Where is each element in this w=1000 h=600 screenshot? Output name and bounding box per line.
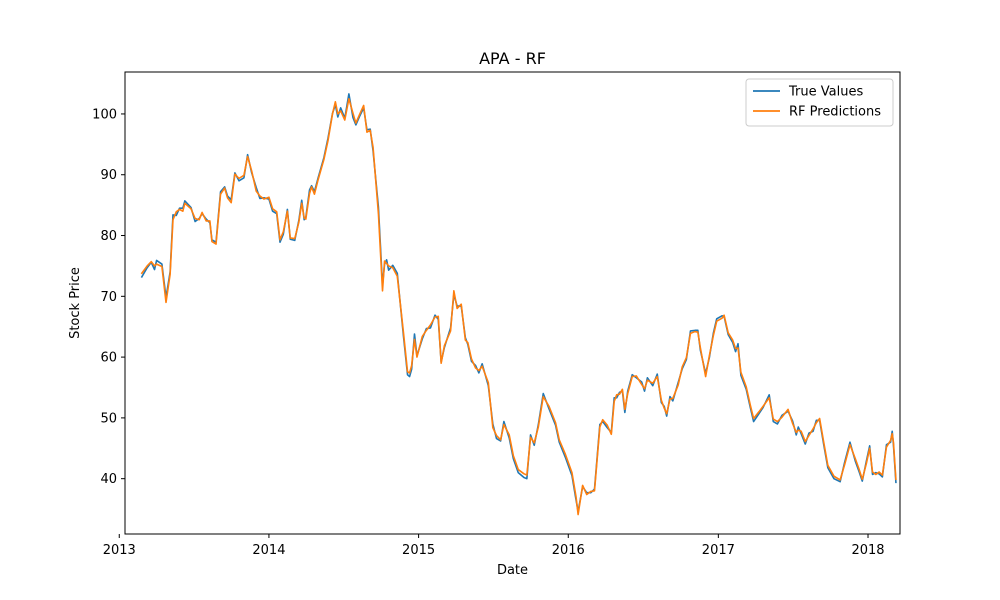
x-axis-label: Date xyxy=(497,563,528,578)
series-line-rf-predictions xyxy=(140,97,897,516)
y-tick-label: 100 xyxy=(92,107,117,122)
y-tick-label: 90 xyxy=(100,168,117,183)
y-tick-label: 80 xyxy=(100,229,117,244)
y-tick-label: 60 xyxy=(100,351,117,366)
x-tick-label: 2013 xyxy=(103,543,136,558)
y-tick-label: 50 xyxy=(100,411,117,426)
legend: True Values RF Predictions xyxy=(745,78,894,127)
axes-frame xyxy=(124,71,901,535)
x-tick-label: 2014 xyxy=(252,543,285,558)
x-tick-label: 2018 xyxy=(851,543,884,558)
plot-area: 2013 2014 2015 2016 2017 2018 40 50 60 70 80 90 100 xyxy=(92,71,901,558)
legend-box xyxy=(745,78,894,127)
x-tick-label: 2015 xyxy=(402,543,435,558)
chart-title: APA - RF xyxy=(479,49,546,68)
legend-label: RF Predictions xyxy=(789,105,881,120)
x-tick-label: 2016 xyxy=(552,543,585,558)
y-tick-label: 70 xyxy=(100,290,117,305)
legend-label: True Values xyxy=(788,85,863,100)
x-tick-label: 2017 xyxy=(702,543,735,558)
y-axis-label: Stock Price xyxy=(68,267,83,339)
y-tick-label: 40 xyxy=(100,472,117,487)
